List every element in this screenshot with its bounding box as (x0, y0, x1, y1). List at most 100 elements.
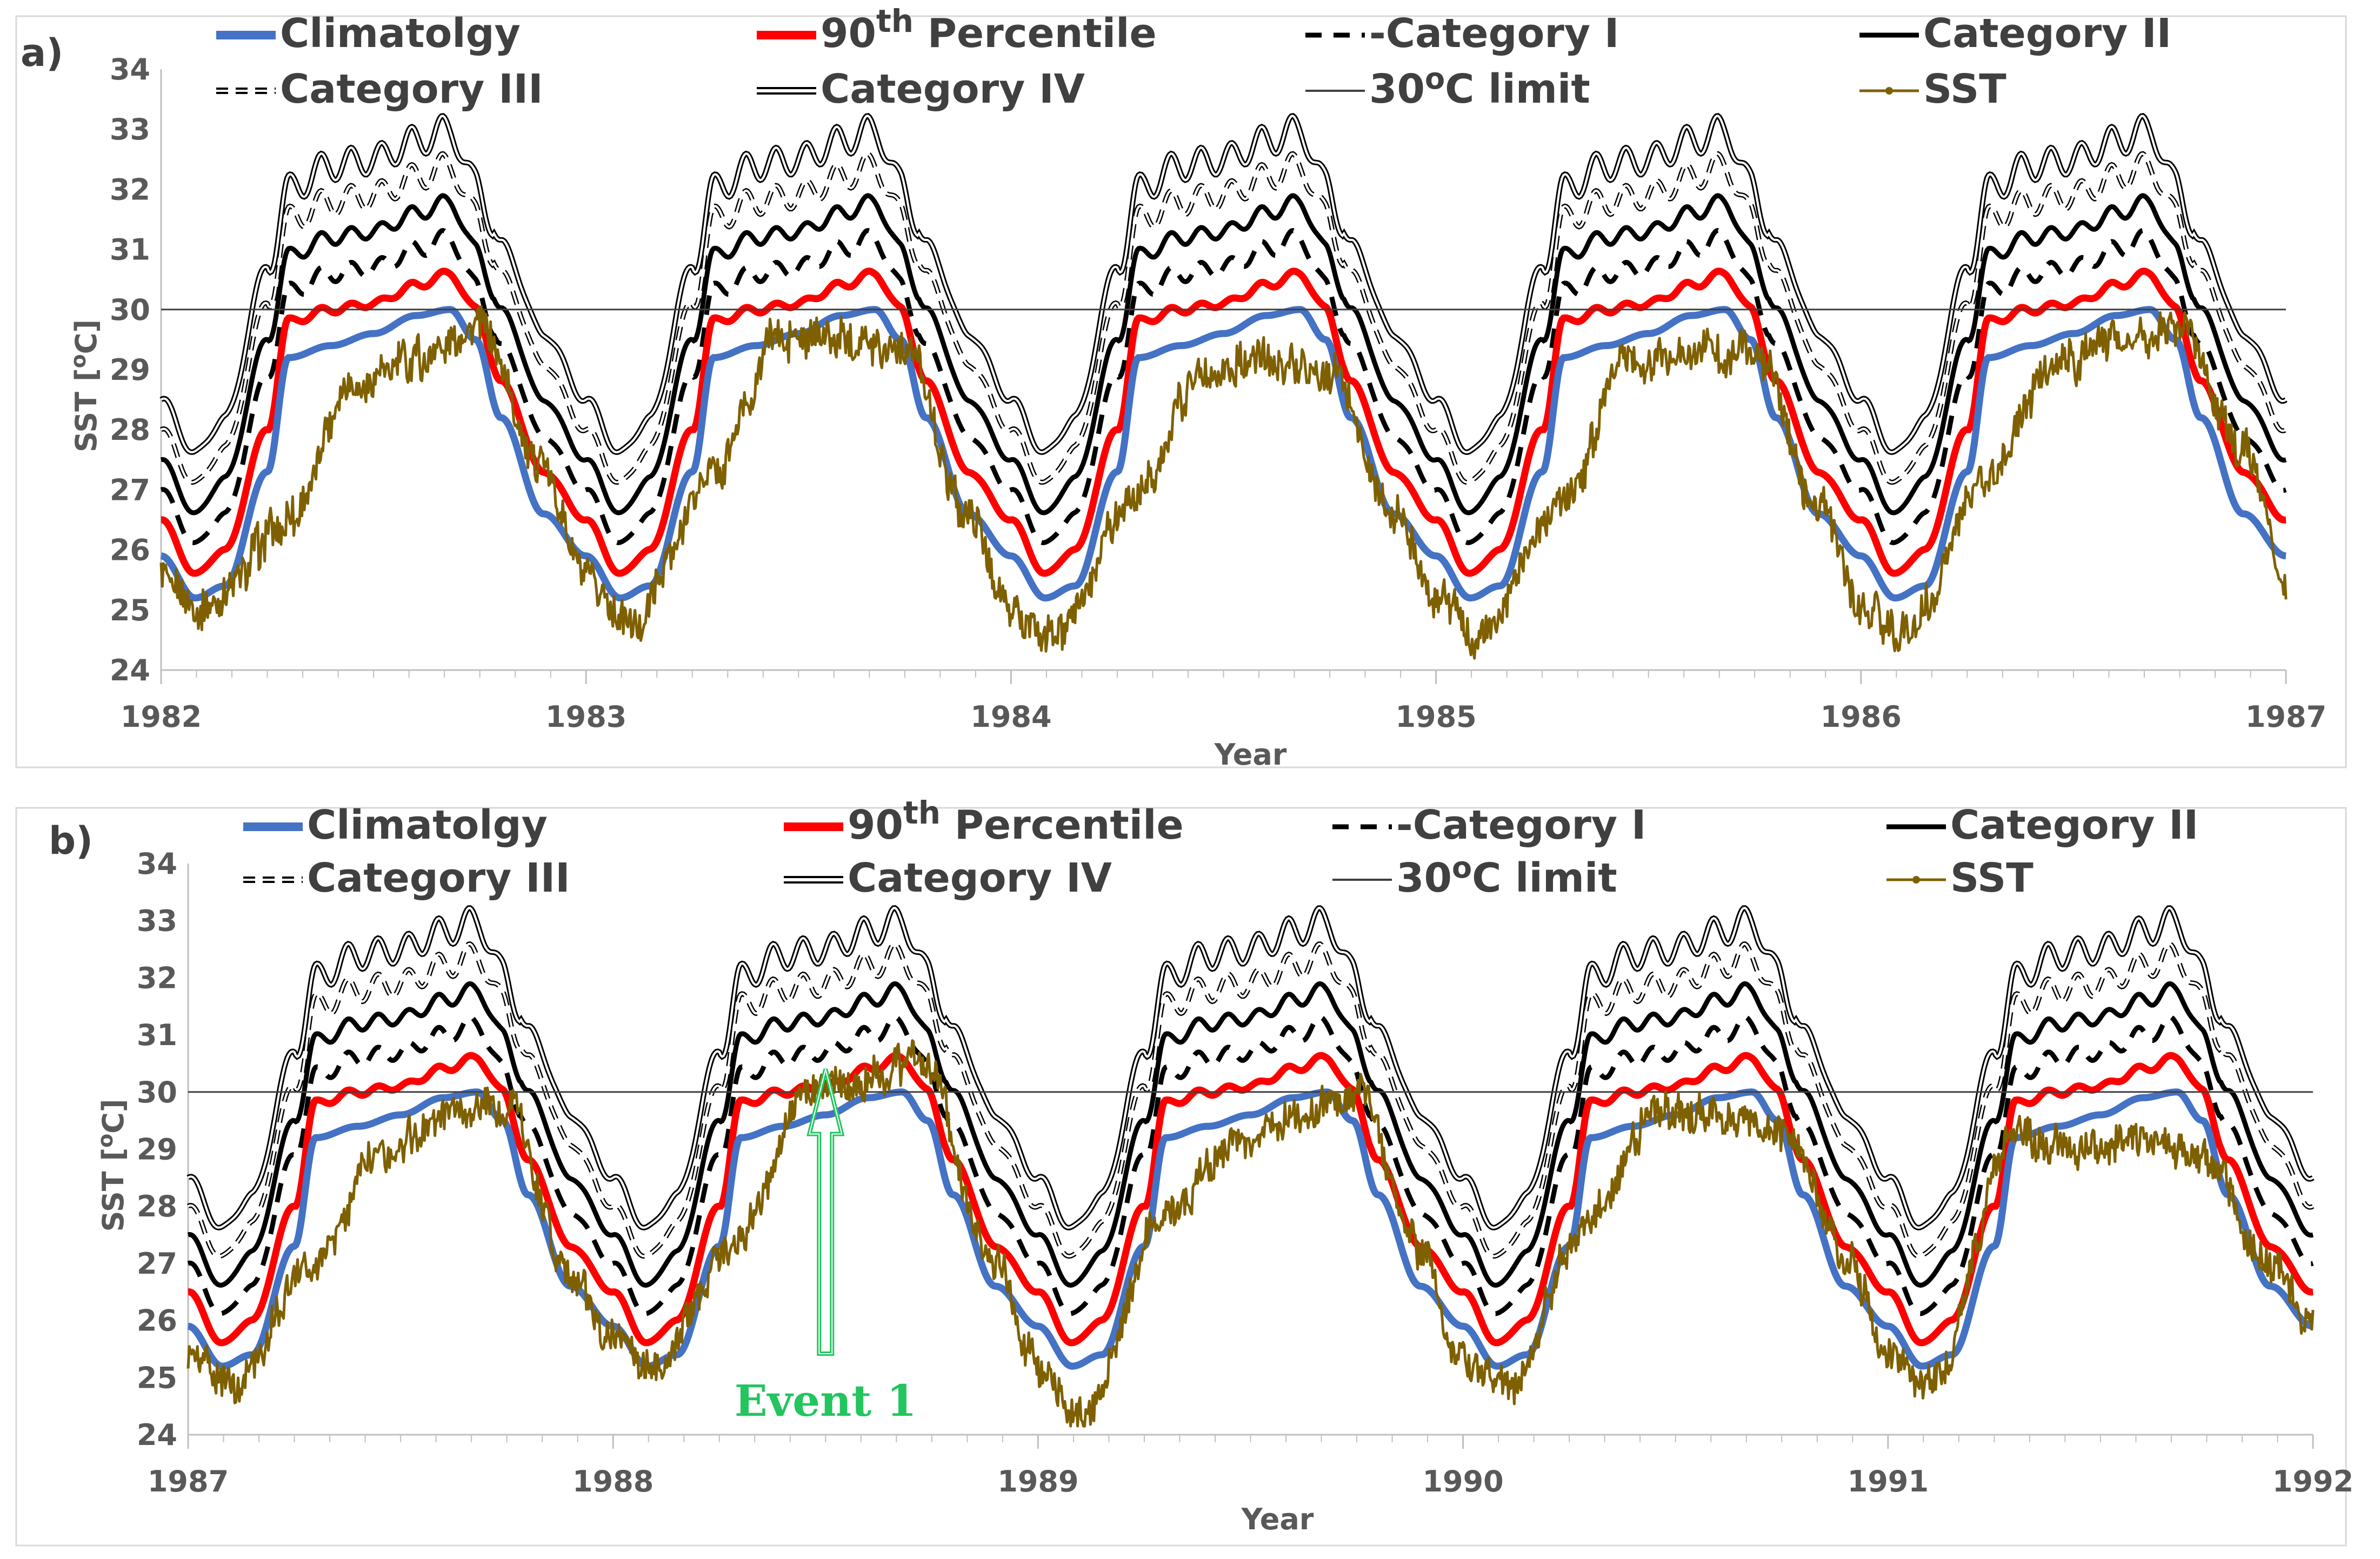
legend-label-sst: SST (1923, 66, 2006, 112)
series-climatology (161, 306, 2286, 602)
x-tick-label: 1983 (545, 700, 626, 734)
y-tick-label: 24 (110, 653, 150, 687)
series-category-ii (161, 193, 2287, 516)
series-category-iv-inner (160, 115, 2287, 453)
legend-label-p90: 90th Percentile (848, 794, 1184, 848)
chart-panel-b: b) 24 25 26 27 28 29 30 31 32 33 34 1987 1988 1989 1990… (15, 794, 2354, 1547)
y-tick-label: 30 (110, 293, 150, 327)
y-tick-label: 26 (137, 1304, 177, 1338)
legend-label-cat4: Category IV (848, 855, 1112, 901)
series-category-iii-inner (188, 942, 2314, 1257)
x-tick-label: 1991 (1848, 1464, 1929, 1498)
y-tick-label: 26 (110, 533, 150, 567)
legend-swatch-sst-marker (1885, 87, 1893, 95)
x-axis-label: Year (1214, 738, 1287, 772)
chart-frame (15, 15, 2347, 768)
y-label-unit: C] (96, 1099, 130, 1133)
series-sst (186, 1039, 2315, 1428)
y-tick-label: 28 (137, 1189, 177, 1223)
legend-limit-sup: o (1452, 851, 1472, 885)
x-tick-label: 1987 (148, 1464, 229, 1498)
y-tick-label: 25 (110, 593, 150, 627)
y-tick-label: 33 (137, 904, 177, 938)
series-category-i (187, 1014, 2314, 1316)
x-tick-label: 1989 (997, 1464, 1078, 1498)
y-axis-label: SST [oC] (94, 1099, 130, 1232)
legend-swatch-cat4 (757, 87, 816, 95)
x-tick-label: 1986 (1821, 700, 1902, 734)
legend-swatch-cat3 (243, 876, 303, 883)
y-label-main: SST [ (69, 368, 103, 452)
legend-label-cat3: Category III (280, 66, 543, 112)
x-tick-label: 1990 (1422, 1464, 1503, 1498)
y-tick-label: 32 (137, 961, 177, 995)
x-tick-label: 1985 (1395, 700, 1476, 734)
y-tick-label: 27 (137, 1247, 177, 1281)
y-tick-label: 29 (137, 1133, 177, 1167)
y-tick-label: 33 (110, 112, 150, 146)
event-1-arrow-inner (809, 1069, 843, 1354)
legend-p90-num: 90 (821, 10, 876, 57)
y-tick-label: 27 (110, 473, 150, 507)
legend-label-sst: SST (1950, 855, 2034, 901)
x-tick-label: 1987 (2245, 700, 2326, 734)
y-label-sup: o (94, 1134, 117, 1148)
chart-panel-a: a) 24 25 26 27 28 29 30 31 32 33 34 1982 1983 1984 1985… (15, 3, 2347, 772)
series-category-iii-inner (161, 152, 2286, 484)
y-tick-label: 31 (110, 233, 150, 267)
series-sst (159, 305, 2288, 660)
series-category-iv-inner (188, 907, 2314, 1229)
legend-label-cat2: Category II (1923, 10, 2171, 57)
x-tick-label: 1992 (2272, 1464, 2354, 1498)
series-category-i (160, 228, 2287, 545)
legend-p90-rest: Percentile (941, 802, 1184, 848)
legend-label-cat1: -Category I (1369, 10, 1619, 57)
series-category-ii (187, 981, 2314, 1288)
y-tick-label: 34 (137, 847, 177, 881)
x-tick-label: 1982 (121, 700, 202, 734)
legend-label-p90: 90th Percentile (821, 3, 1157, 57)
legend-limit-sup: o (1425, 62, 1445, 96)
y-tick-label: 30 (137, 1075, 177, 1109)
y-tick-label: 29 (110, 353, 150, 387)
legend-limit-num: 30 (1369, 66, 1425, 112)
legend-p90-sup: th (876, 3, 914, 39)
event-1-arrow (806, 1068, 845, 1356)
x-tick-label: 1988 (572, 1464, 654, 1498)
legend-swatch-cat4 (784, 876, 843, 884)
x-tick-label: 1984 (970, 700, 1051, 734)
legend-swatch-sst-marker (1912, 876, 1920, 884)
legend-limit-rest: C limit (1472, 855, 1617, 901)
event-1-label: Event 1 (735, 1375, 917, 1426)
legend-label-climatology: Climatolgy (307, 802, 548, 848)
y-label-unit: C] (69, 319, 103, 354)
y-label-main: SST [ (96, 1148, 130, 1232)
y-tick-label: 28 (110, 413, 150, 447)
legend-swatch-sst (1886, 876, 1946, 884)
y-label-sup: o (66, 354, 90, 368)
legend-label-limit: 30oC limit (1396, 851, 1617, 901)
legend-label-cat3: Category III (307, 855, 570, 901)
legend-label-climatology: Climatolgy (280, 10, 521, 57)
legend-label-limit: 30oC limit (1369, 62, 1590, 112)
panel-label: b) (49, 819, 93, 863)
y-tick-label: 24 (137, 1418, 177, 1452)
legend-label-cat2: Category II (1950, 802, 2198, 848)
y-tick-label: 31 (137, 1018, 177, 1052)
legend-label-cat1: -Category I (1396, 802, 1646, 848)
legend-swatch-cat3 (216, 88, 276, 94)
legend-p90-sup: th (903, 794, 941, 831)
chart-frame (15, 807, 2347, 1547)
legend-swatch-sst (1859, 87, 1919, 95)
legend-label-cat4: Category IV (821, 66, 1085, 112)
panel-label: a) (21, 31, 63, 75)
x-axis-label: Year (1241, 1502, 1314, 1536)
y-tick-label: 32 (110, 172, 150, 206)
legend-p90-rest: Percentile (914, 10, 1157, 57)
series-90th-percentile (161, 267, 2286, 577)
y-tick-label: 34 (110, 52, 150, 86)
legend-p90-num: 90 (848, 802, 903, 848)
y-tick-label: 25 (137, 1361, 177, 1395)
y-axis-label: SST [oC] (66, 319, 103, 452)
